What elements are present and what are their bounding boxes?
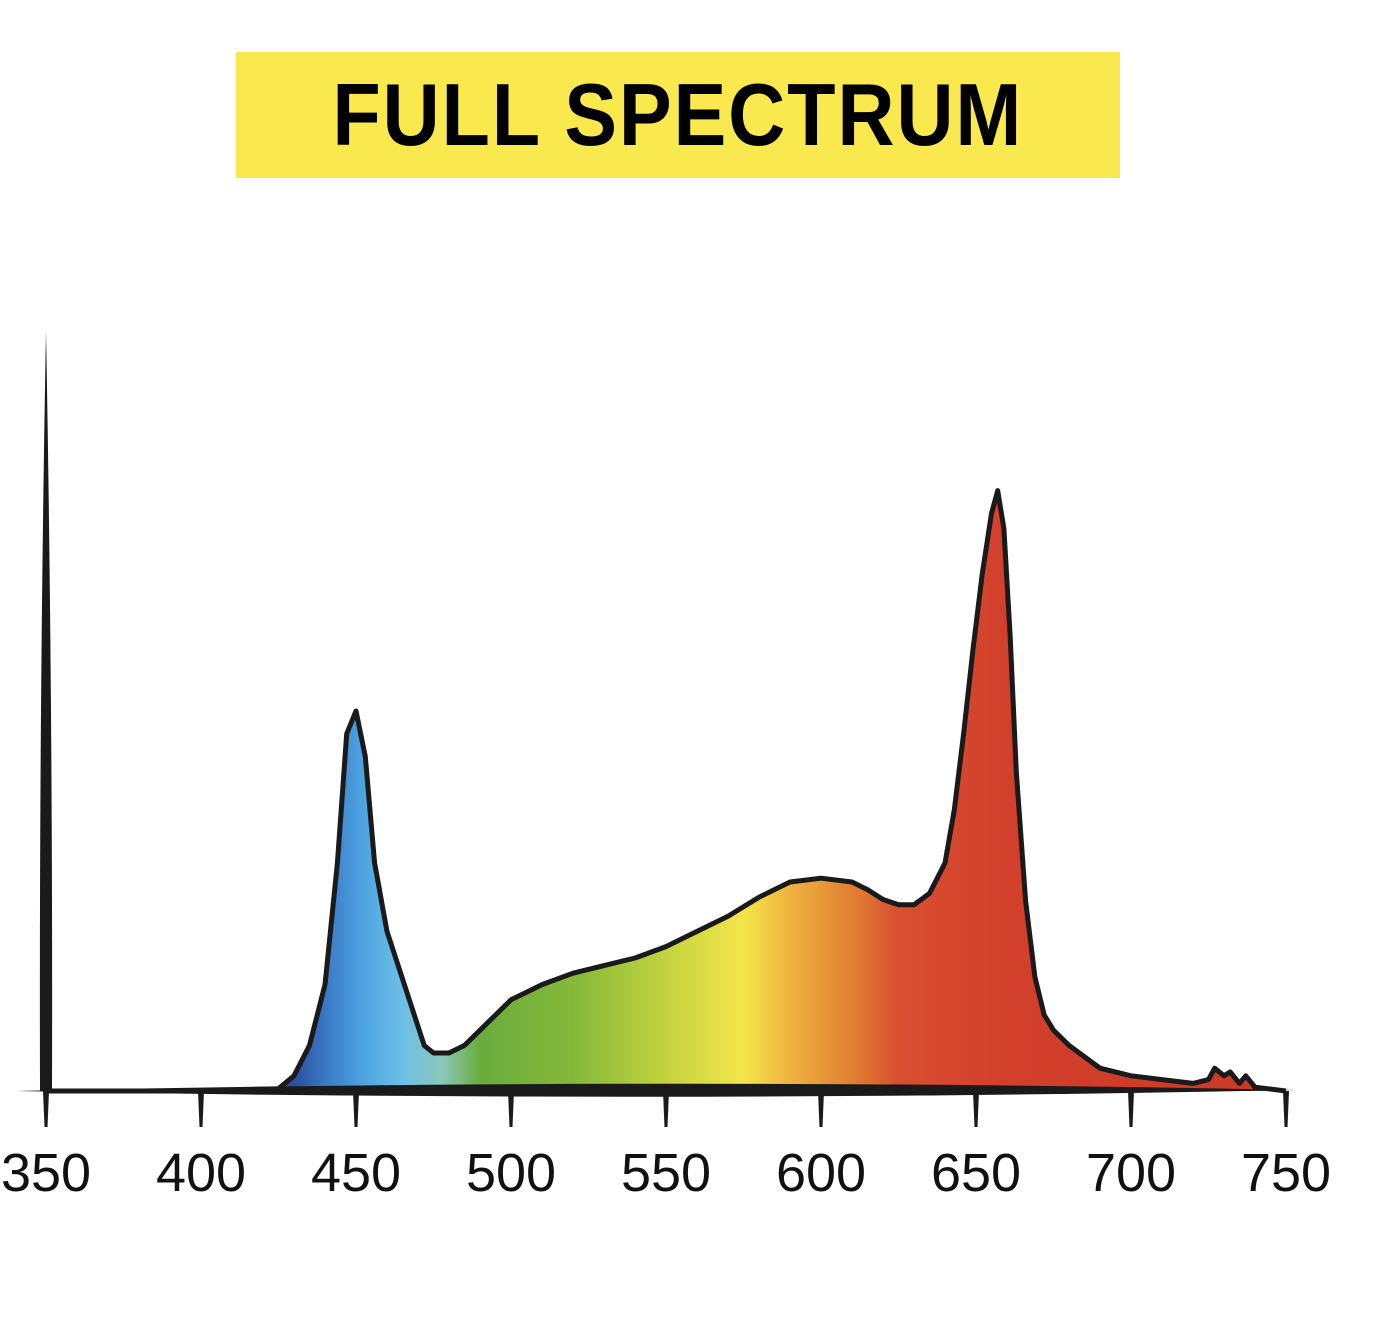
- x-tick-mark: [1128, 1091, 1134, 1127]
- x-tick-mark: [1283, 1091, 1289, 1127]
- x-tick-mark: [353, 1091, 359, 1127]
- x-tick-label: 700: [1086, 1143, 1176, 1203]
- x-tick-mark: [43, 1091, 49, 1127]
- title-banner: FULL SPECTRUM: [236, 52, 1120, 178]
- x-tick-mark: [973, 1091, 979, 1127]
- x-tick-label: 400: [156, 1143, 246, 1203]
- x-tick-label: 650: [931, 1143, 1021, 1203]
- x-tick-mark: [663, 1091, 669, 1127]
- x-tick-label: 500: [466, 1143, 556, 1203]
- y-axis-line: [39, 331, 53, 1091]
- x-tick-mark: [818, 1091, 824, 1127]
- x-tick-mark: [198, 1091, 204, 1127]
- spectrum-area: [46, 490, 1286, 1092]
- x-tick-label: 450: [311, 1143, 401, 1203]
- x-tick-label: 600: [776, 1143, 866, 1203]
- x-tick-label: 550: [621, 1143, 711, 1203]
- x-tick-mark: [508, 1091, 514, 1127]
- chart-title: FULL SPECTRUM: [332, 65, 1024, 164]
- x-tick-label: 350: [1, 1143, 91, 1203]
- x-tick-label: 750: [1241, 1143, 1331, 1203]
- spectrum-line: [46, 488, 1287, 1094]
